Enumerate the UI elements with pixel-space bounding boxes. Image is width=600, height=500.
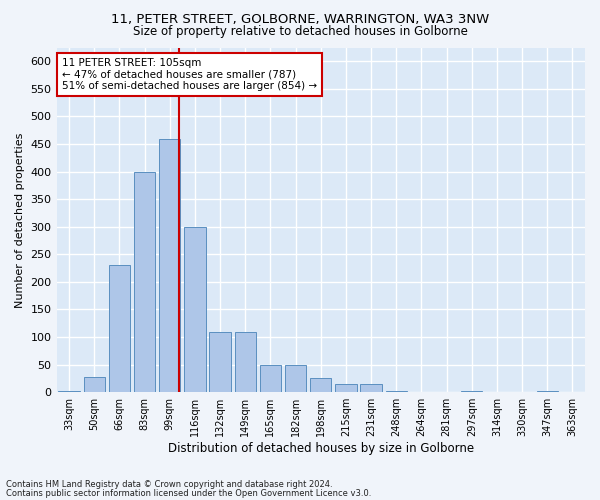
Bar — [109, 266, 130, 392]
Y-axis label: Number of detached properties: Number of detached properties — [15, 132, 25, 308]
Bar — [461, 391, 482, 392]
Text: Contains HM Land Registry data © Crown copyright and database right 2024.: Contains HM Land Registry data © Crown c… — [6, 480, 332, 489]
Bar — [159, 138, 181, 392]
Bar — [184, 226, 206, 392]
Bar — [83, 377, 105, 392]
Bar — [335, 384, 356, 392]
Bar — [536, 391, 558, 392]
Bar — [260, 364, 281, 392]
Bar — [361, 384, 382, 392]
Bar — [209, 332, 231, 392]
Bar — [310, 378, 331, 392]
Bar — [58, 391, 80, 392]
Bar — [235, 332, 256, 392]
Bar — [134, 172, 155, 392]
Bar — [285, 364, 307, 392]
Bar — [386, 391, 407, 392]
X-axis label: Distribution of detached houses by size in Golborne: Distribution of detached houses by size … — [168, 442, 474, 455]
Text: 11 PETER STREET: 105sqm
← 47% of detached houses are smaller (787)
51% of semi-d: 11 PETER STREET: 105sqm ← 47% of detache… — [62, 58, 317, 91]
Text: Contains public sector information licensed under the Open Government Licence v3: Contains public sector information licen… — [6, 489, 371, 498]
Text: 11, PETER STREET, GOLBORNE, WARRINGTON, WA3 3NW: 11, PETER STREET, GOLBORNE, WARRINGTON, … — [111, 12, 489, 26]
Text: Size of property relative to detached houses in Golborne: Size of property relative to detached ho… — [133, 25, 467, 38]
